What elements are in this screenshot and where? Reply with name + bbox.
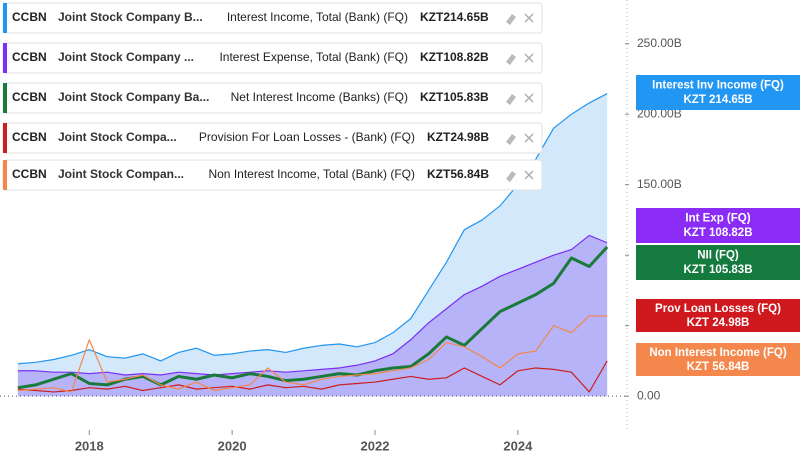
legend-symbol: CCBN (12, 10, 47, 24)
badge-name: NII (FQ) (697, 250, 739, 262)
legend-value: KZT108.82B (420, 50, 489, 64)
legend-color (3, 83, 7, 113)
legend-color (3, 160, 7, 190)
badge-value: KZT 56.84B (687, 361, 750, 373)
badges: Interest Inv Income (FQ) KZT 214.65B Int E… (636, 75, 800, 376)
series-line (17, 245, 609, 390)
legend-row: CCBN Joint Stock Compa... Provision For Lo… (2, 122, 543, 154)
series-line (17, 234, 608, 376)
plot-area (17, 93, 609, 397)
legend-company: Joint Stock Compa... (58, 130, 177, 144)
value-badge: Interest Inv Income (FQ) KZT 214.65B (636, 75, 800, 110)
legend-symbol: CCBN (12, 167, 47, 181)
legend-row: CCBN Joint Stock Company B... Interest Inc… (2, 2, 543, 34)
badge-box (636, 208, 800, 243)
badge-name: Non Interest Income (FQ) (649, 347, 787, 359)
legend-color (3, 43, 7, 73)
legend-value: KZT56.84B (427, 167, 489, 181)
badge-name: Int Exp (FQ) (685, 213, 750, 225)
badge-box (636, 343, 800, 376)
series-line (17, 315, 608, 393)
badge-value: KZT 214.65B (683, 94, 752, 106)
legend: CCBN Joint Stock Company B... Interest Inc… (2, 2, 543, 191)
badge-box (636, 299, 800, 332)
settings-icon (506, 54, 516, 65)
settings-icon (506, 134, 516, 145)
legend-symbol: CCBN (12, 50, 47, 64)
series-line (17, 360, 608, 393)
legend-name: Net Interest Income (Banks) (FQ) (231, 90, 408, 104)
x-tick-label: 2022 (361, 438, 390, 453)
legend-name: Provision For Loan Losses - (Bank) (FQ) (199, 130, 415, 144)
legend-symbol: CCBN (12, 130, 47, 144)
close-icon (524, 93, 534, 103)
y-tick-label: 150.00B (637, 177, 682, 191)
close-icon (524, 170, 534, 180)
legend-row: CCBN Joint Stock Company Ba... Net Interes… (2, 82, 543, 114)
legend-value: KZT214.65B (420, 10, 489, 24)
settings-icon (506, 171, 516, 182)
series-area (17, 235, 608, 397)
legend-color (3, 123, 7, 153)
value-badge: Prov Loan Losses (FQ) KZT 24.98B (636, 299, 800, 332)
x-tick-label: 2020 (218, 438, 247, 453)
y-tick-label: 250.00B (637, 36, 682, 50)
close-icon (524, 133, 534, 143)
badge-name: Interest Inv Income (FQ) (652, 80, 784, 92)
legend-company: Joint Stock Company ... (58, 50, 194, 64)
legend-value: KZT105.83B (420, 90, 489, 104)
value-badge: NII (FQ) KZT 105.83B (636, 245, 800, 280)
y-tick-label: 0.00 (637, 388, 661, 402)
legend-name: Non Interest Income, Total (Bank) (FQ) (208, 167, 415, 181)
legend-symbol: CCBN (12, 90, 47, 104)
value-badge: Int Exp (FQ) KZT 108.82B (636, 208, 800, 243)
badge-value: KZT 24.98B (687, 317, 750, 329)
legend-name: Interest Income, Total (Bank) (FQ) (227, 10, 408, 24)
close-icon (524, 53, 534, 63)
legend-row: CCBN Joint Stock Company ... Interest Expe… (2, 42, 543, 74)
badge-box (636, 245, 800, 280)
legend-company: Joint Stock Compan... (58, 167, 184, 181)
legend-value: KZT24.98B (427, 130, 489, 144)
value-badge: Non Interest Income (FQ) KZT 56.84B (636, 343, 800, 376)
settings-icon (506, 14, 516, 25)
close-icon (524, 13, 534, 23)
badge-value: KZT 105.83B (683, 264, 752, 276)
settings-icon (506, 94, 516, 105)
x-tick-label: 2018 (75, 438, 104, 453)
badge-box (636, 75, 800, 110)
x-tick-label: 2024 (503, 438, 533, 453)
legend-row: CCBN Joint Stock Compan... Non Interest In… (2, 159, 543, 191)
badge-value: KZT 108.82B (683, 227, 752, 239)
badge-name: Prov Loan Losses (FQ) (655, 303, 781, 315)
legend-name: Interest Expense, Total (Bank) (FQ) (219, 50, 408, 64)
series-line (17, 93, 608, 365)
legend-color (3, 3, 7, 33)
legend-company: Joint Stock Company B... (58, 10, 203, 24)
legend-company: Joint Stock Company Ba... (58, 90, 209, 104)
